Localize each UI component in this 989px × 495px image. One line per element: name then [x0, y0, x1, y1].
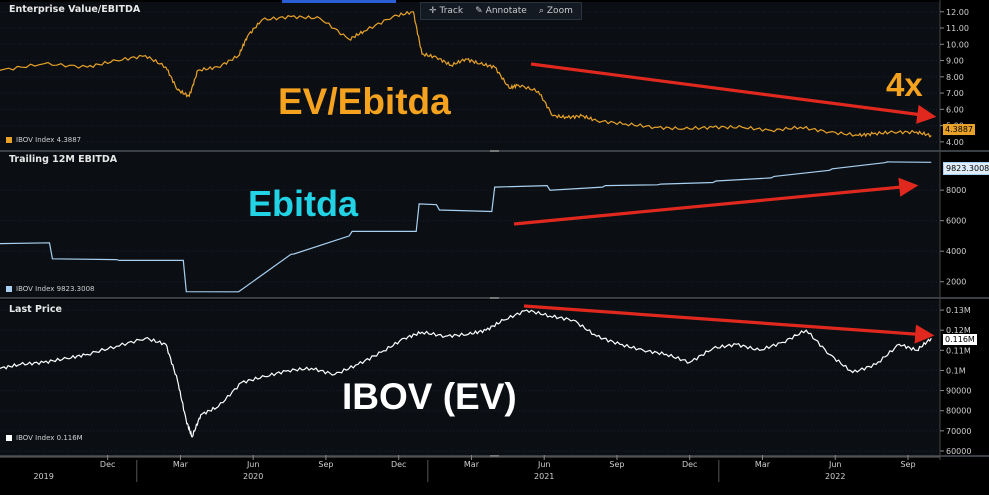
chart-toolbar: ✛ Track ✎ Annotate ⌕ Zoom [420, 2, 582, 20]
zoom-icon: ⌕ [538, 6, 544, 16]
x-year-label: 2019 [33, 472, 53, 481]
legend-label: IBOV Index 9823.3008 [16, 285, 95, 293]
y-tick-label: 9.00 [946, 57, 964, 66]
last-value-tag-price: 0.116M [943, 334, 977, 345]
y-tick-label: 8.00 [946, 73, 964, 82]
panel-title-ebitda: Trailing 12M EBITDA [9, 154, 118, 165]
track-label: Track [439, 6, 464, 16]
y-tick-label: 8000 [946, 186, 966, 195]
y-tick-label: 10.00 [946, 40, 969, 49]
x-month-label: Jun [828, 460, 842, 469]
x-month-label: Mar [464, 460, 480, 469]
y-tick-label: 0.11M [946, 346, 971, 355]
header-accent-bar [282, 0, 396, 3]
legend-ev-ebitda[interactable]: IBOV Index 4.3887 [6, 136, 81, 144]
x-month-label: Sep [900, 460, 915, 469]
x-month-label: Dec [682, 460, 697, 469]
annotation-4x: 4x [886, 66, 923, 103]
track-button[interactable]: ✛ Track [429, 6, 463, 16]
x-month-label: Mar [173, 460, 189, 469]
legend-label: IBOV Index 4.3887 [16, 136, 82, 144]
panel-resize-handle [490, 150, 499, 152]
trend-arrow [513, 177, 919, 226]
y-tick-label: 80000 [946, 407, 971, 416]
x-month-label: Jun [246, 460, 260, 469]
x-year-label: 2021 [534, 472, 554, 481]
panel-plot-area [0, 152, 940, 297]
annotation-ev-ebitda: EV/Ebitda [278, 81, 451, 122]
trend-arrow [530, 62, 937, 124]
x-year-label: 2020 [243, 472, 263, 481]
y-tick-label: 70000 [946, 427, 971, 436]
y-tick-label: 4000 [946, 247, 966, 256]
y-tick-label: 2000 [946, 278, 966, 287]
series-line [0, 309, 932, 438]
annotate-label: Annotate [485, 6, 527, 16]
panel-title-last-price: Last Price [9, 304, 62, 315]
annotation-ebitda: Ebitda [248, 183, 359, 224]
trend-arrow [523, 304, 935, 344]
legend-swatch [6, 286, 12, 292]
legend-swatch [6, 137, 12, 143]
y-tick-label: 90000 [946, 387, 971, 396]
annotate-button[interactable]: ✎ Annotate [475, 6, 527, 16]
series-line [0, 161, 932, 293]
x-month-label: Jun [537, 460, 551, 469]
y-tick-label: 6000 [946, 217, 966, 226]
legend-label: IBOV Index 0.116M [16, 434, 83, 442]
y-tick-label: 60000 [946, 447, 971, 456]
y-tick-label: 4.00 [946, 138, 964, 147]
panel-resize-handle [490, 297, 499, 299]
panel-title-ev-ebitda: Enterprise Value/EBITDA [9, 4, 141, 15]
y-tick-label: 0.1M [946, 366, 966, 375]
x-month-label: Mar [755, 460, 771, 469]
zoom-label: Zoom [546, 6, 573, 16]
zoom-button[interactable]: ⌕ Zoom [539, 6, 573, 16]
panel-resize-handle [490, 455, 499, 457]
y-tick-label: 7.00 [946, 89, 964, 98]
y-tick-label: 12.00 [946, 8, 969, 17]
pencil-icon: ✎ [475, 6, 483, 16]
legend-last-price[interactable]: IBOV Index 0.116M [6, 434, 83, 442]
crosshair-icon: ✛ [429, 6, 437, 16]
x-year-label: 2022 [825, 472, 845, 481]
y-tick-label: 0.13M [946, 306, 971, 315]
last-value-tag-ebitda: 9823.3008 [943, 162, 989, 175]
y-tick-label: 0.12M [946, 326, 971, 335]
y-tick-label: 11.00 [946, 24, 969, 33]
y-tick-label: 6.00 [946, 105, 964, 114]
legend-ebitda[interactable]: IBOV Index 9823.3008 [6, 285, 95, 293]
series-line [0, 10, 932, 138]
last-value-tag-ev-ebitda: 4.3887 [943, 124, 975, 135]
x-month-label: Dec [391, 460, 406, 469]
annotation-ibov-ev: IBOV (EV) [342, 376, 517, 417]
x-month-label: Dec [100, 460, 115, 469]
x-month-label: Sep [318, 460, 333, 469]
legend-swatch [6, 435, 12, 441]
x-month-label: Sep [609, 460, 624, 469]
